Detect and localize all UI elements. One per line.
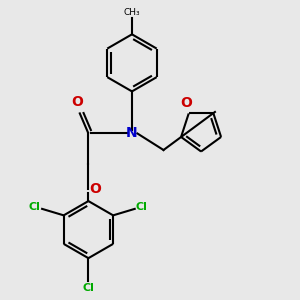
Text: Cl: Cl [136, 202, 148, 212]
Text: O: O [71, 95, 83, 110]
Text: O: O [180, 96, 192, 110]
Text: N: N [126, 127, 138, 140]
Text: O: O [89, 182, 101, 196]
Text: Cl: Cl [29, 202, 41, 212]
Text: Cl: Cl [82, 283, 94, 293]
Text: CH₃: CH₃ [124, 8, 140, 17]
